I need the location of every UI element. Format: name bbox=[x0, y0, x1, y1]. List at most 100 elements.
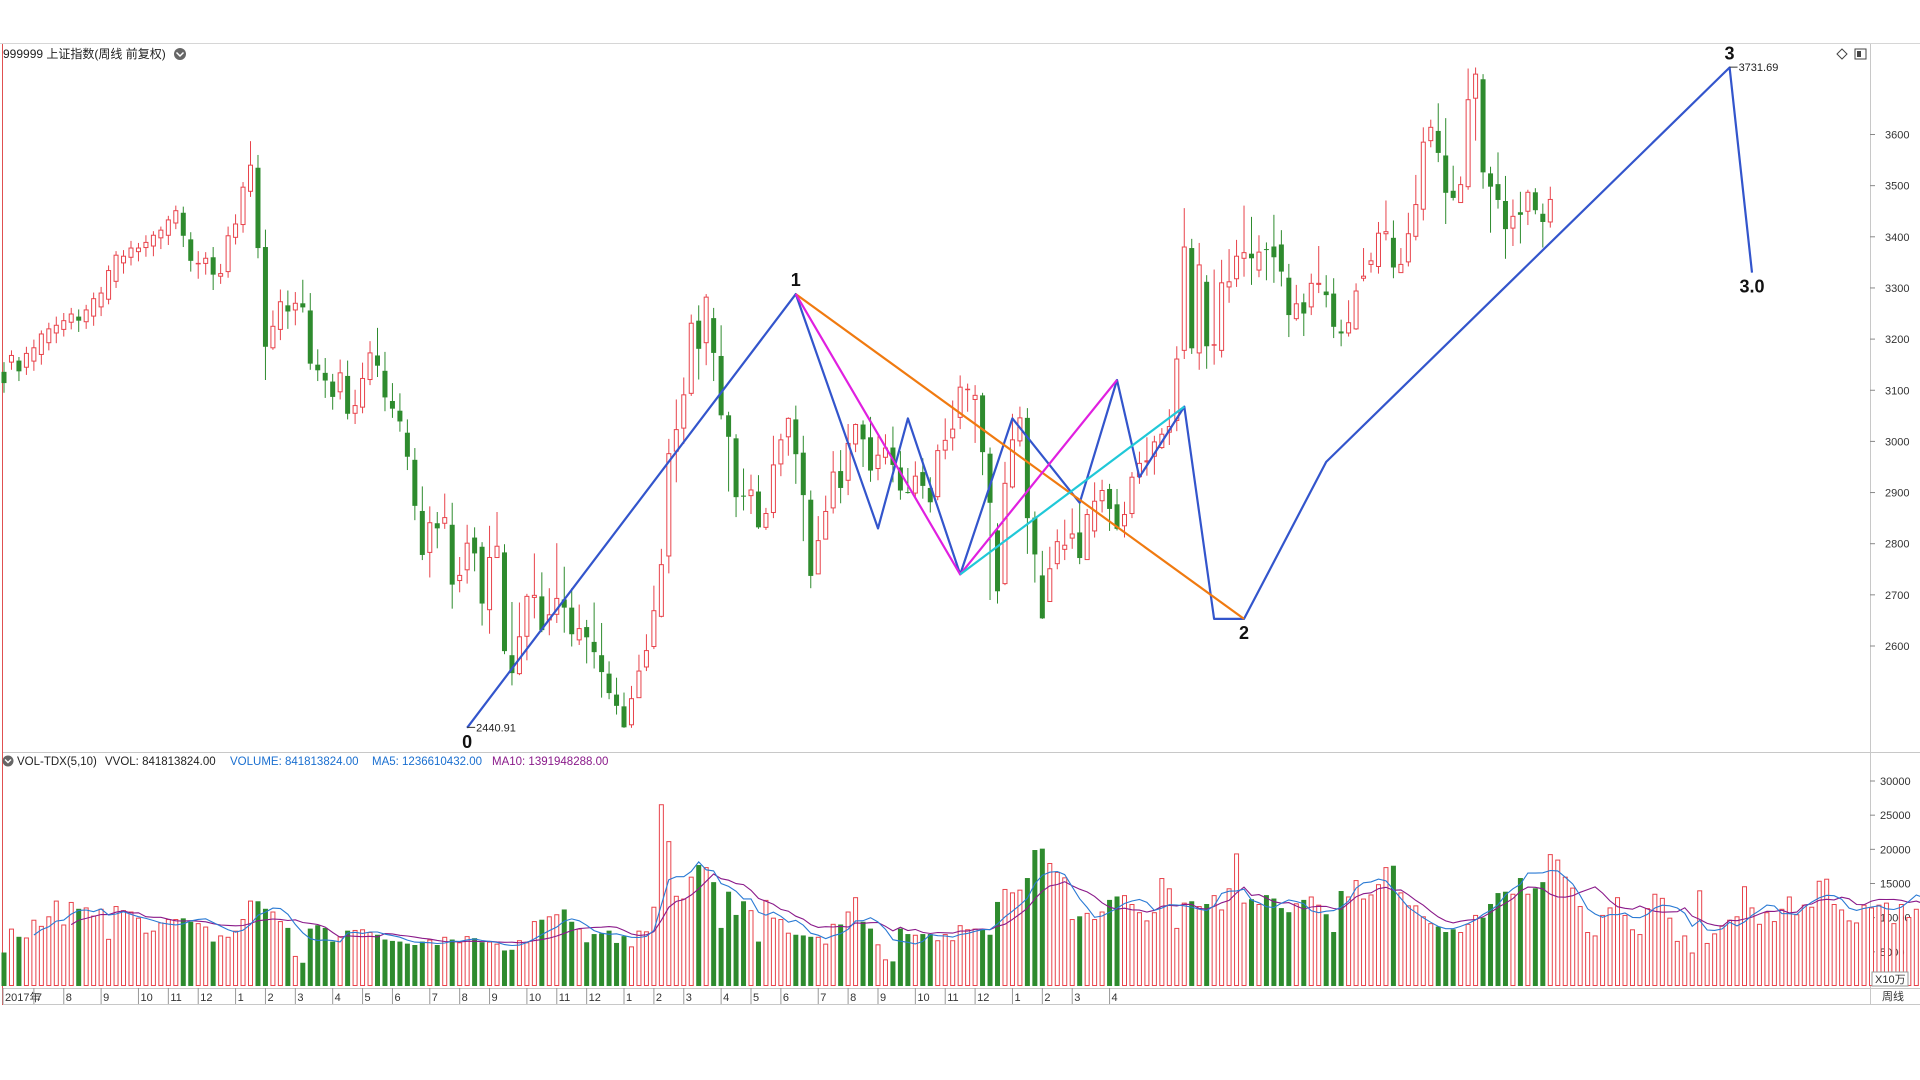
candle-body bbox=[165, 219, 171, 236]
candle bbox=[1353, 283, 1359, 330]
volume-bar bbox=[1122, 895, 1127, 986]
candle-body bbox=[995, 530, 1001, 592]
volume-bar bbox=[1181, 902, 1187, 987]
volume-bar bbox=[1562, 876, 1568, 987]
candle-body bbox=[830, 471, 836, 509]
time-tick-label: 1 bbox=[626, 992, 632, 1004]
candle bbox=[76, 309, 82, 332]
candle bbox=[1129, 472, 1135, 519]
candle-body bbox=[584, 627, 590, 638]
chevron-circle-icon[interactable] bbox=[174, 48, 186, 60]
candle-body bbox=[897, 467, 903, 491]
candle bbox=[1488, 166, 1494, 233]
candle-body bbox=[868, 437, 874, 471]
time-tick-label: 12 bbox=[200, 992, 212, 1004]
volume-bar bbox=[1293, 903, 1299, 986]
volume-tick-label: 30000 bbox=[1880, 776, 1911, 788]
volume-bar bbox=[389, 940, 395, 986]
volume-bar bbox=[1510, 893, 1516, 986]
volume-bar bbox=[1353, 880, 1359, 986]
time-tick-label: 8 bbox=[462, 992, 468, 1004]
volume-bar bbox=[1054, 871, 1060, 987]
volume-bar bbox=[1794, 914, 1800, 986]
candle bbox=[389, 383, 395, 418]
volume-bar bbox=[1488, 904, 1494, 986]
candle-body bbox=[404, 432, 410, 457]
volume-bar bbox=[1764, 912, 1770, 987]
candle-body bbox=[561, 599, 567, 608]
candle-body bbox=[1263, 249, 1269, 251]
candle-body bbox=[718, 355, 724, 416]
candle bbox=[1024, 408, 1030, 554]
wave-label: 3.0 bbox=[1739, 277, 1764, 297]
candle-body bbox=[1114, 504, 1120, 529]
volume-bar bbox=[950, 940, 956, 987]
candle bbox=[61, 313, 67, 337]
price-annotation: 3731.69 bbox=[1739, 62, 1779, 74]
panel-toggle-icon[interactable] bbox=[1854, 48, 1867, 60]
candle bbox=[46, 322, 52, 351]
volume-bar bbox=[1398, 892, 1404, 987]
volume-bar bbox=[741, 901, 747, 986]
time-tick-label: 11 bbox=[559, 992, 570, 1004]
candle bbox=[68, 307, 74, 330]
volume-bar bbox=[360, 929, 366, 986]
volume-bar bbox=[255, 901, 261, 986]
volume-bar bbox=[1570, 887, 1576, 986]
candle-body bbox=[823, 510, 829, 540]
candle-body bbox=[1248, 253, 1254, 259]
volume-bar bbox=[53, 900, 59, 986]
volume-bar bbox=[1600, 914, 1606, 987]
candle bbox=[165, 215, 171, 245]
volume-bar bbox=[1607, 907, 1613, 987]
diamond-icon[interactable] bbox=[1836, 48, 1848, 60]
price-tick-label: 3300 bbox=[1885, 283, 1909, 295]
candle bbox=[434, 511, 440, 549]
candle-body bbox=[890, 447, 896, 465]
candle bbox=[860, 420, 866, 467]
volume-bar bbox=[203, 926, 209, 986]
candle-body bbox=[1338, 331, 1344, 334]
candle bbox=[531, 553, 537, 619]
volume-chevron-icon[interactable] bbox=[2, 755, 14, 767]
volume-bar bbox=[1719, 925, 1725, 987]
time-tick-label: 10 bbox=[140, 992, 152, 1004]
candle bbox=[912, 461, 918, 498]
volume-bar bbox=[442, 936, 448, 986]
candle-body bbox=[233, 223, 239, 238]
volume-bar bbox=[1234, 853, 1240, 987]
time-tick-label: 7 bbox=[432, 992, 438, 1004]
candle bbox=[285, 290, 291, 329]
candle-body bbox=[277, 301, 283, 330]
candle bbox=[292, 292, 298, 326]
candle-body bbox=[1226, 281, 1232, 288]
candle-body bbox=[1428, 126, 1434, 142]
candle-body bbox=[158, 229, 164, 239]
volume-bar bbox=[980, 929, 986, 986]
candle bbox=[1196, 242, 1202, 370]
volume-bar bbox=[1854, 922, 1860, 987]
candle bbox=[1390, 220, 1396, 279]
volume-bar bbox=[763, 899, 769, 987]
volume-bar bbox=[1002, 888, 1008, 987]
candle-body bbox=[905, 492, 911, 494]
candle-body bbox=[614, 694, 620, 706]
candle-body bbox=[860, 424, 866, 440]
candle-body bbox=[382, 370, 388, 398]
volume-bar bbox=[419, 941, 425, 986]
candle-body bbox=[950, 428, 956, 439]
price-axis: 2600 2700 2800 2900 3000 3100 3200 3300 3400 3500… bbox=[1870, 130, 1909, 653]
volume-bar bbox=[823, 943, 829, 987]
candle bbox=[1002, 461, 1008, 586]
candle-body bbox=[576, 628, 582, 641]
candle-body bbox=[763, 513, 769, 528]
candle bbox=[621, 692, 627, 728]
volume-bar bbox=[472, 938, 478, 986]
volume-bar bbox=[352, 929, 358, 987]
volume-bar bbox=[1219, 909, 1225, 987]
volume-bar bbox=[897, 928, 903, 986]
volume-bar bbox=[1420, 916, 1426, 986]
candle-body bbox=[755, 491, 761, 528]
candle-body bbox=[23, 352, 29, 368]
